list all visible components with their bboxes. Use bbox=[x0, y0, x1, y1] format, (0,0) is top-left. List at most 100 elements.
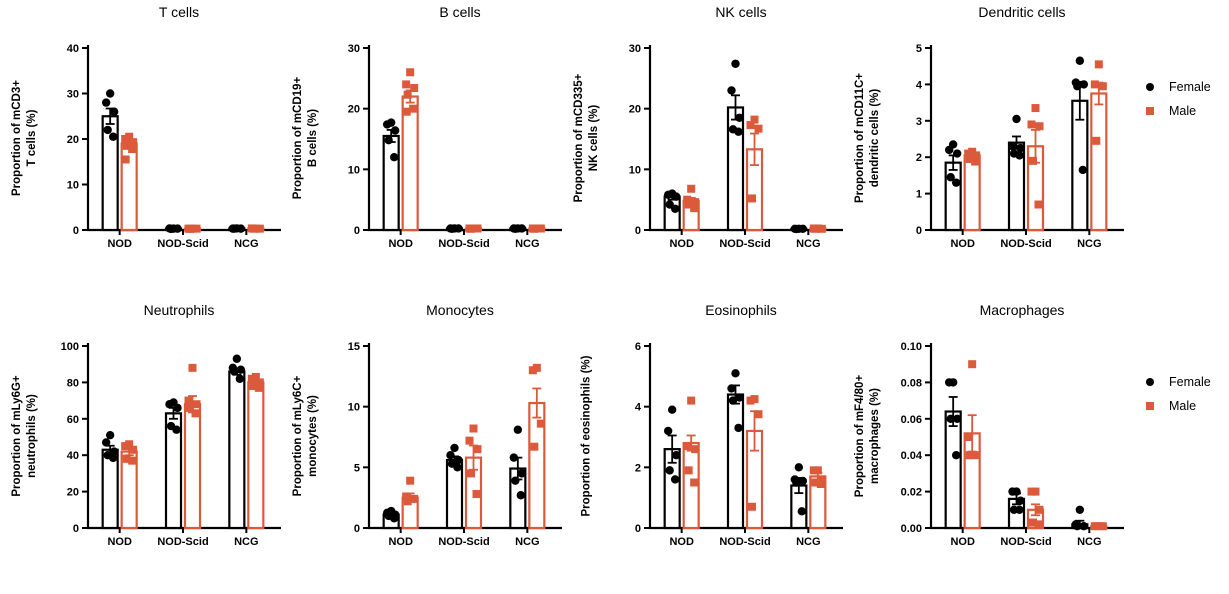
data-point bbox=[103, 125, 112, 135]
data-point bbox=[1075, 505, 1085, 514]
x-category-label: NOD bbox=[669, 536, 694, 548]
data-point bbox=[105, 89, 115, 98]
data-point bbox=[516, 491, 526, 500]
data-point bbox=[951, 451, 961, 460]
data-point bbox=[1035, 122, 1044, 131]
data-point bbox=[410, 84, 419, 93]
data-point bbox=[1034, 200, 1043, 209]
x-category-label: NOD bbox=[950, 536, 975, 548]
data-point bbox=[186, 224, 194, 233]
chart-title: Neutrophils bbox=[143, 302, 215, 318]
data-point bbox=[402, 80, 411, 89]
y-tick-label: 20 bbox=[67, 134, 79, 146]
bar bbox=[726, 393, 745, 530]
data-point bbox=[108, 453, 118, 463]
bar bbox=[101, 448, 119, 530]
x-category-label: NCG bbox=[234, 238, 258, 250]
chart-title: NK cells bbox=[715, 4, 767, 20]
legend-item-female: Female bbox=[1146, 375, 1228, 389]
data-point bbox=[972, 151, 981, 160]
data-point bbox=[817, 475, 826, 484]
data-point bbox=[409, 104, 418, 113]
data-point bbox=[1016, 496, 1025, 505]
data-point bbox=[473, 445, 482, 454]
data-point bbox=[728, 396, 738, 405]
x-category-label: NCG bbox=[515, 536, 539, 548]
legend-item-male: Male bbox=[1146, 399, 1228, 413]
panel-macrophages: Macrophages Proportion of mF4/80+ macrop… bbox=[847, 298, 1128, 586]
data-point bbox=[101, 98, 111, 107]
y-axis-label: Proportion of mCD3+ T cells (%) bbox=[11, 80, 38, 196]
y-tick-label: 0 bbox=[73, 523, 79, 535]
legend-row-2: Female Male bbox=[1146, 375, 1228, 423]
y-tick-label: 0.04 bbox=[901, 450, 923, 462]
data-point bbox=[687, 184, 696, 193]
data-point bbox=[406, 476, 415, 485]
y-tick-label: 0 bbox=[73, 225, 79, 237]
data-point bbox=[122, 454, 131, 463]
data-point bbox=[402, 492, 411, 501]
bar-chart-b-cells: 0 10 20 30 NOD NOD-Scid NCG bbox=[348, 43, 562, 250]
bar-chart-monocytes: 0 5 10 15 NOD NOD-Scid NCG bbox=[348, 341, 562, 548]
data-point bbox=[536, 224, 545, 233]
y-tick-label: 2 bbox=[916, 152, 922, 164]
y-tick-label: 30 bbox=[629, 43, 641, 55]
data-point bbox=[944, 145, 954, 155]
data-point bbox=[513, 425, 523, 434]
data-point bbox=[951, 178, 961, 187]
y-tick-label: 20 bbox=[629, 104, 641, 116]
x-category-label: NCG bbox=[1077, 536, 1101, 548]
x-category-label: NCG bbox=[796, 238, 820, 250]
y-axis-label: Proportion of mCD335+ NK cells (%) bbox=[573, 73, 600, 203]
y-tick-label: 5 bbox=[354, 462, 360, 474]
data-point bbox=[748, 194, 756, 203]
x-category-label: NOD bbox=[669, 238, 694, 250]
data-point bbox=[667, 405, 677, 414]
data-point bbox=[952, 414, 962, 423]
y-tick-label: 40 bbox=[67, 450, 79, 462]
data-point bbox=[670, 475, 680, 484]
data-point bbox=[236, 365, 246, 374]
bar bbox=[963, 154, 981, 232]
data-point bbox=[389, 514, 399, 523]
y-tick-label: 0.10 bbox=[901, 341, 922, 353]
data-point bbox=[746, 121, 755, 130]
data-point bbox=[105, 430, 115, 440]
data-point bbox=[731, 59, 740, 68]
data-point bbox=[946, 414, 955, 423]
y-axis-label: Proportion of mCD11C+ dendritic cells (%… bbox=[854, 72, 881, 204]
data-point bbox=[794, 463, 804, 472]
data-point bbox=[235, 374, 245, 383]
data-point bbox=[811, 478, 820, 487]
data-point bbox=[517, 469, 527, 478]
data-point bbox=[255, 224, 264, 233]
data-point bbox=[964, 433, 973, 441]
data-point bbox=[382, 120, 392, 129]
data-point bbox=[1016, 143, 1025, 153]
data-point bbox=[1090, 80, 1099, 89]
x-category-label: NCG bbox=[234, 536, 258, 548]
legend-item-male: Male bbox=[1146, 104, 1228, 118]
data-point bbox=[746, 396, 755, 405]
bar-chart-nk-cells: 0 10 20 30 NOD NOD-Scid NCG bbox=[629, 43, 843, 250]
bar bbox=[944, 161, 962, 232]
data-point bbox=[683, 195, 692, 204]
bar bbox=[944, 410, 962, 530]
data-point bbox=[1078, 165, 1088, 175]
data-point bbox=[968, 360, 977, 369]
y-tick-label: 10 bbox=[629, 164, 641, 176]
data-point bbox=[965, 155, 974, 164]
y-tick-label: 10 bbox=[348, 164, 360, 176]
data-point bbox=[109, 447, 119, 456]
y-tick-label: 20 bbox=[348, 104, 360, 116]
data-point bbox=[1073, 521, 1082, 531]
data-point bbox=[230, 224, 239, 233]
male-square-icon bbox=[1146, 402, 1154, 410]
data-point bbox=[748, 502, 756, 511]
data-point bbox=[173, 403, 182, 413]
data-point bbox=[511, 224, 520, 233]
data-point bbox=[1098, 82, 1107, 91]
data-point bbox=[727, 384, 736, 393]
data-point bbox=[390, 126, 400, 135]
x-category-label: NCG bbox=[515, 238, 539, 250]
